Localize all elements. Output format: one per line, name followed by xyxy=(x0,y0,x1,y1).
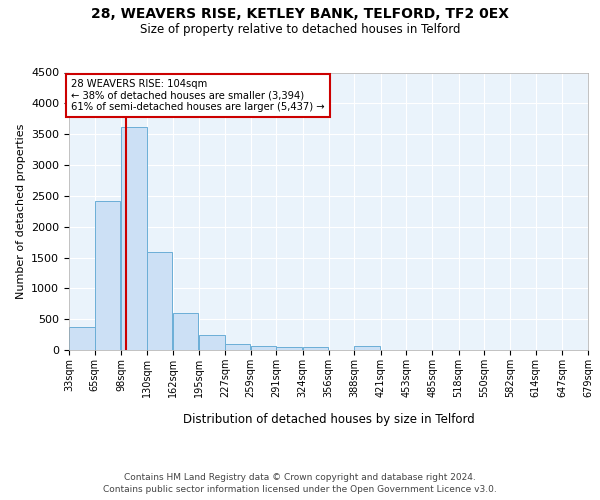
Text: 28, WEAVERS RISE, KETLEY BANK, TELFORD, TF2 0EX: 28, WEAVERS RISE, KETLEY BANK, TELFORD, … xyxy=(91,8,509,22)
Bar xyxy=(69,327,95,350)
Bar xyxy=(95,201,120,350)
Text: Size of property relative to detached houses in Telford: Size of property relative to detached ho… xyxy=(140,22,460,36)
Text: Contains HM Land Registry data © Crown copyright and database right 2024.: Contains HM Land Registry data © Crown c… xyxy=(124,472,476,482)
Bar xyxy=(355,346,380,350)
Bar xyxy=(303,347,328,350)
Bar xyxy=(251,346,276,350)
Bar xyxy=(173,313,198,350)
Bar xyxy=(225,344,250,350)
Text: 28 WEAVERS RISE: 104sqm
← 38% of detached houses are smaller (3,394)
61% of semi: 28 WEAVERS RISE: 104sqm ← 38% of detache… xyxy=(71,80,325,112)
Bar xyxy=(147,252,172,350)
Y-axis label: Number of detached properties: Number of detached properties xyxy=(16,124,26,299)
Text: Contains public sector information licensed under the Open Government Licence v3: Contains public sector information licen… xyxy=(103,485,497,494)
Bar xyxy=(199,335,224,350)
Text: Distribution of detached houses by size in Telford: Distribution of detached houses by size … xyxy=(183,412,475,426)
Bar xyxy=(277,346,302,350)
Bar xyxy=(121,127,147,350)
